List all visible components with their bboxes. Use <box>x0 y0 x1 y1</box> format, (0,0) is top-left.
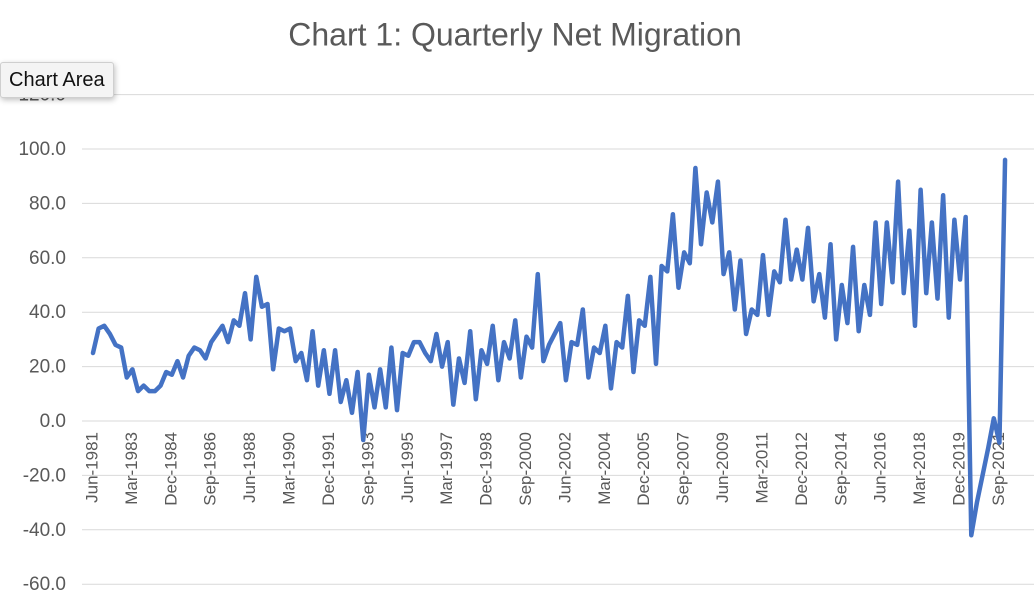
y-tick-label: 60.0 <box>29 248 66 269</box>
x-tick-label: Mar-2018 <box>910 432 929 505</box>
x-tick-label: Dec-2019 <box>950 432 969 506</box>
data-line <box>90 157 1008 538</box>
y-tick-label: -40.0 <box>23 520 66 541</box>
x-tick-label: Dec-1984 <box>161 432 180 506</box>
y-tick-label: 80.0 <box>29 193 66 214</box>
x-tick-label: Sep-2000 <box>516 432 535 506</box>
x-tick-label: Sep-1986 <box>201 432 220 506</box>
x-tick-label: Jun-2016 <box>871 432 890 503</box>
y-tick-label: 40.0 <box>29 302 66 323</box>
chart-title: Chart 1: Quarterly Net Migration <box>288 16 742 52</box>
y-tick-label: 0.0 <box>40 411 66 432</box>
x-tick-label: Jun-2009 <box>713 432 732 503</box>
x-tick-label: Jun-1981 <box>82 432 101 503</box>
x-tick-label: Jun-2002 <box>555 432 574 503</box>
x-tick-label: Sep-2021 <box>989 432 1008 506</box>
x-tick-label: Sep-2014 <box>831 432 850 506</box>
y-tick-label: -60.0 <box>23 574 66 595</box>
tooltip: Chart Area <box>0 62 114 98</box>
x-tick-label: Mar-1983 <box>122 432 141 505</box>
x-tick-label: Sep-2007 <box>674 432 693 506</box>
y-tick-label: 20.0 <box>29 357 66 378</box>
y-tick-label: 100.0 <box>18 139 66 160</box>
x-tick-label: Mar-1997 <box>437 432 456 505</box>
x-tick-label: Mar-2004 <box>595 432 614 505</box>
x-tick-label: Sep-1993 <box>358 432 377 506</box>
x-tick-label: Dec-2005 <box>634 432 653 506</box>
x-tick-label: Jun-1995 <box>398 432 417 503</box>
x-tick-label: Dec-2012 <box>792 432 811 506</box>
x-tick-label: Jun-1988 <box>240 432 259 503</box>
x-tick-label: Mar-2011 <box>752 432 771 504</box>
y-tick-label: -20.0 <box>23 465 66 486</box>
x-tick-label: Dec-1991 <box>319 432 338 506</box>
x-tick-label: Mar-1990 <box>280 432 299 505</box>
x-tick-label: Dec-1998 <box>477 432 496 506</box>
